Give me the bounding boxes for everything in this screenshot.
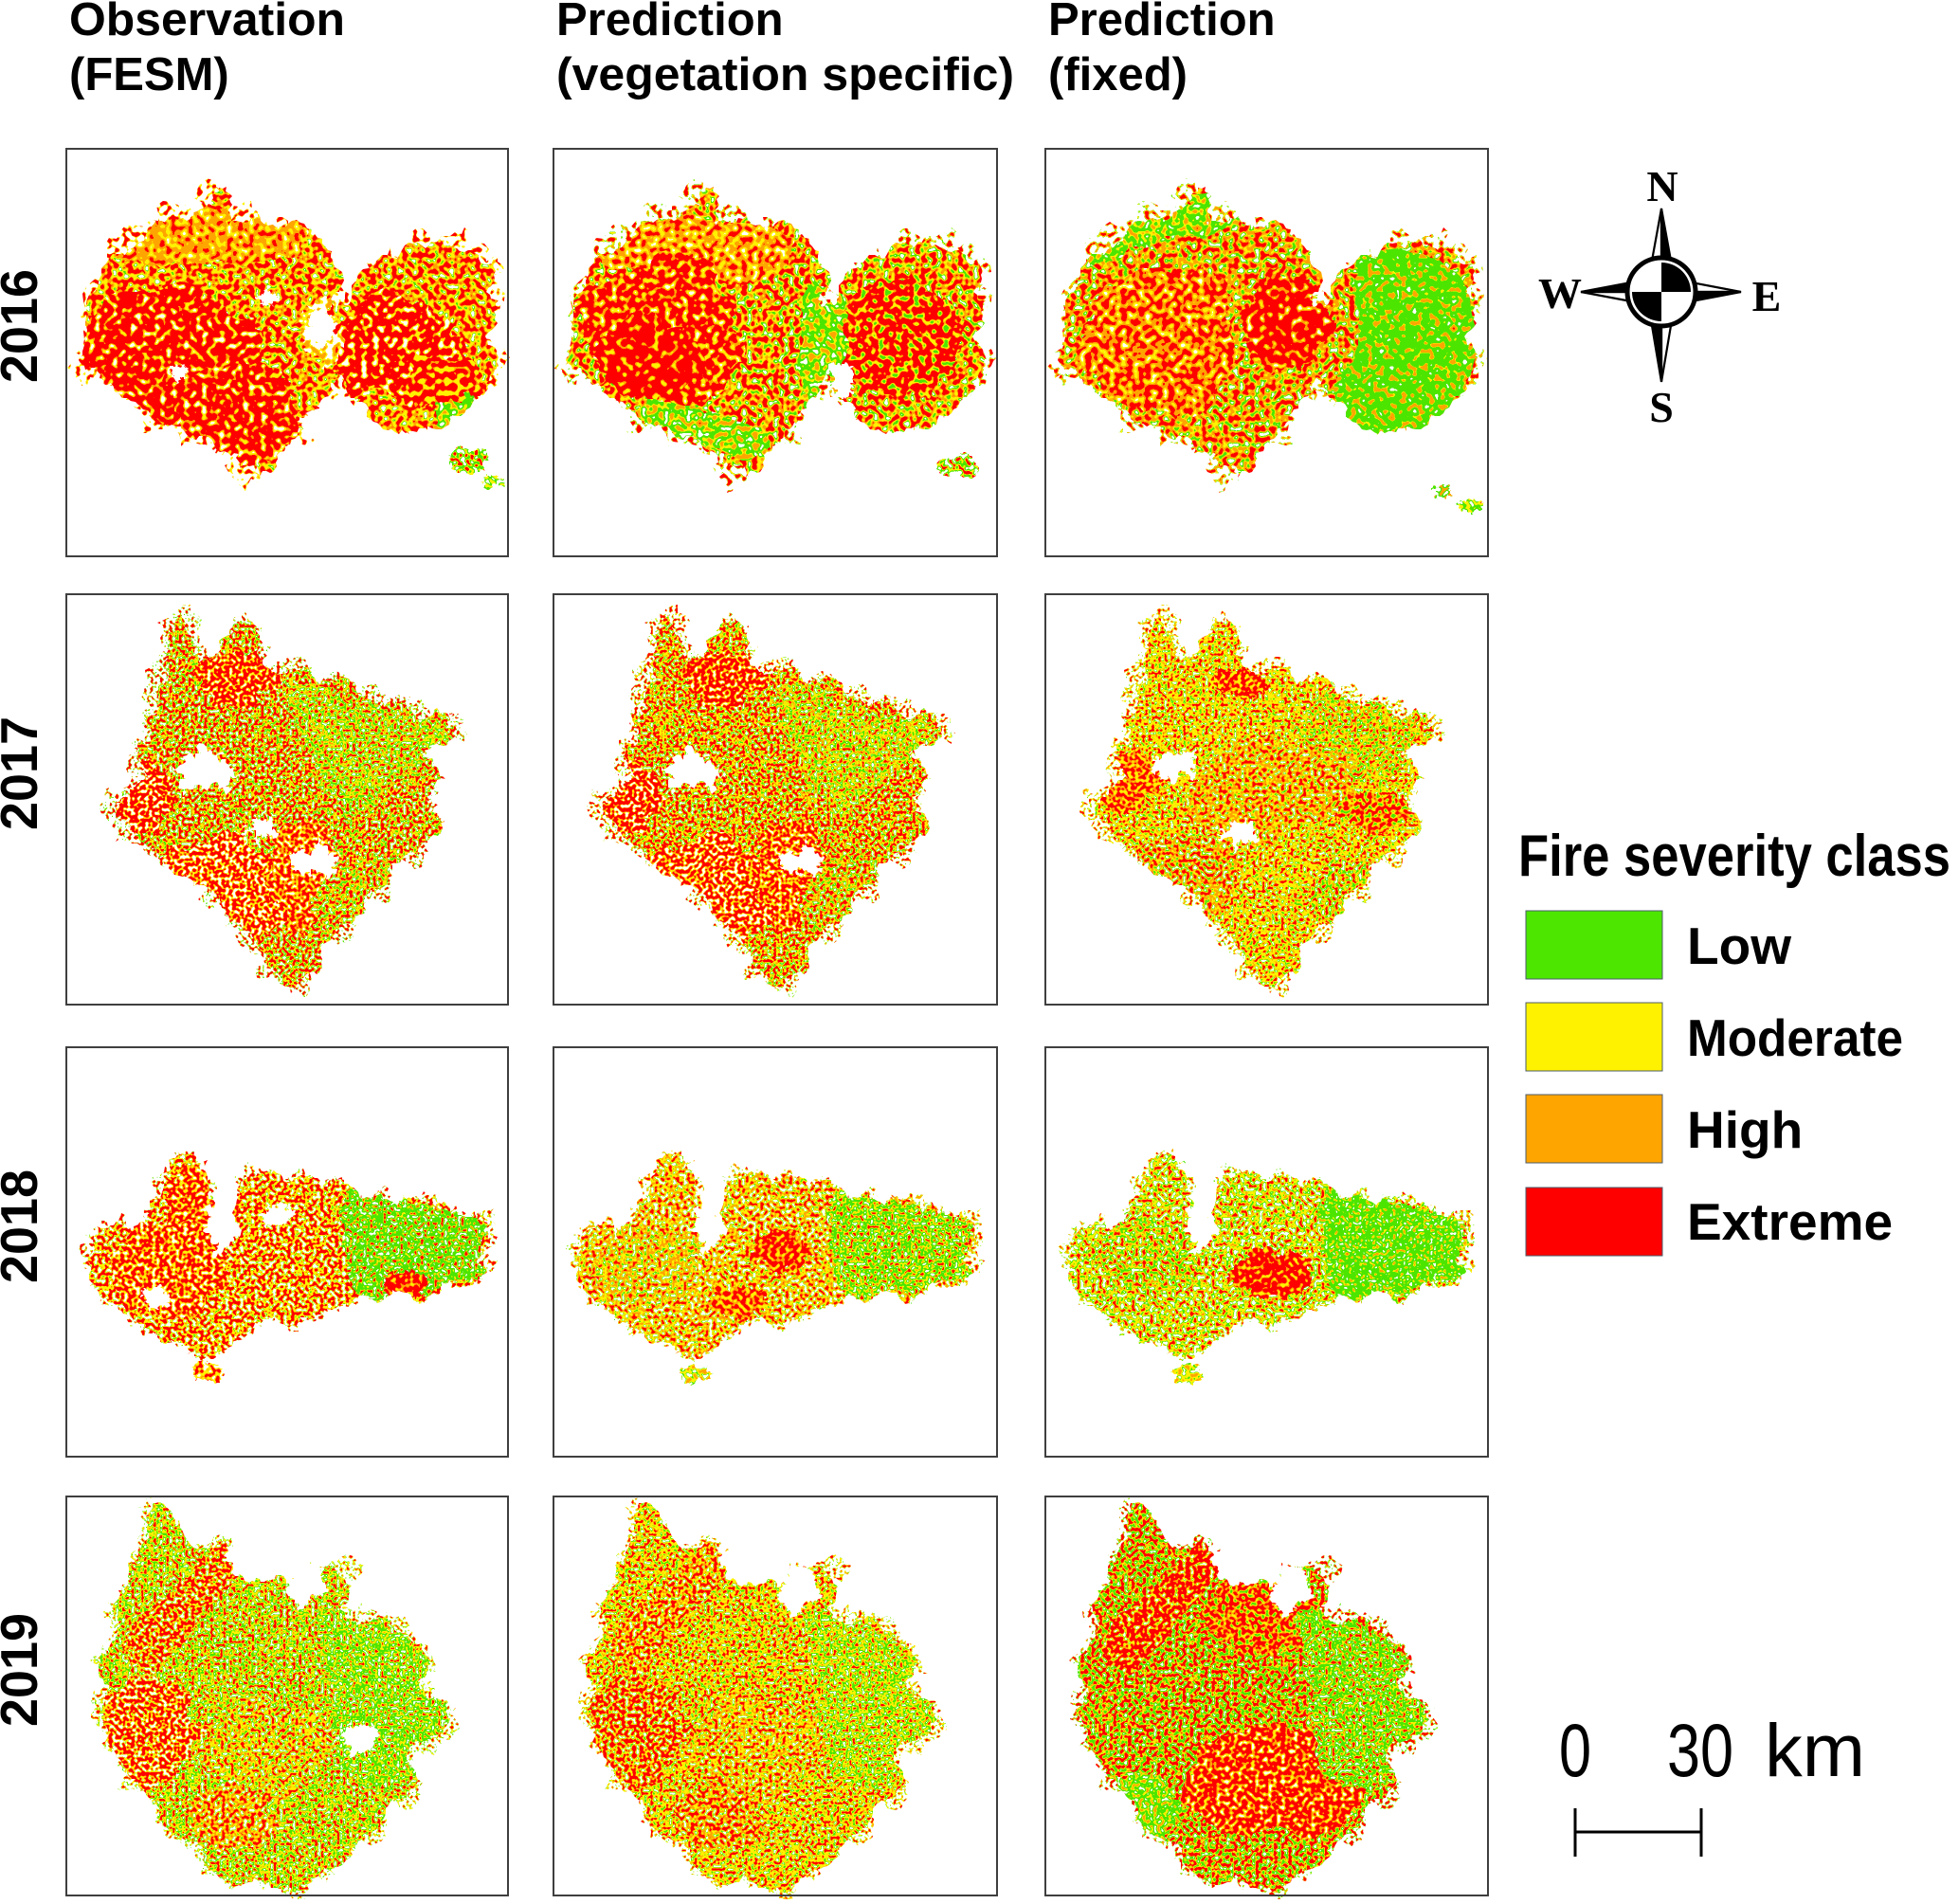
svg-text:(fixed): (fixed): [1048, 49, 1188, 100]
svg-text:High: High: [1687, 1100, 1803, 1159]
svg-text:0: 0: [1559, 1708, 1591, 1792]
svg-text:N: N: [1646, 162, 1678, 210]
svg-text:E: E: [1752, 272, 1782, 320]
svg-text:Fire severity class: Fire severity class: [1518, 824, 1950, 889]
svg-text:Moderate: Moderate: [1687, 1008, 1903, 1067]
svg-text:30: 30: [1667, 1708, 1733, 1792]
svg-text:Prediction: Prediction: [556, 0, 784, 45]
svg-text:(FESM): (FESM): [69, 49, 229, 100]
svg-text:2019: 2019: [0, 1613, 48, 1727]
svg-text:Observation: Observation: [69, 0, 345, 45]
svg-text:Prediction: Prediction: [1048, 0, 1276, 45]
svg-text:Low: Low: [1687, 916, 1791, 975]
svg-text:S: S: [1649, 383, 1674, 431]
svg-text:(vegetation specific): (vegetation specific): [556, 49, 1014, 100]
svg-text:Extreme: Extreme: [1687, 1192, 1893, 1251]
svg-text:2017: 2017: [0, 716, 48, 830]
svg-text:km: km: [1765, 1708, 1865, 1792]
svg-text:2018: 2018: [0, 1170, 48, 1283]
svg-text:2016: 2016: [0, 269, 48, 383]
svg-text:W: W: [1538, 269, 1582, 317]
